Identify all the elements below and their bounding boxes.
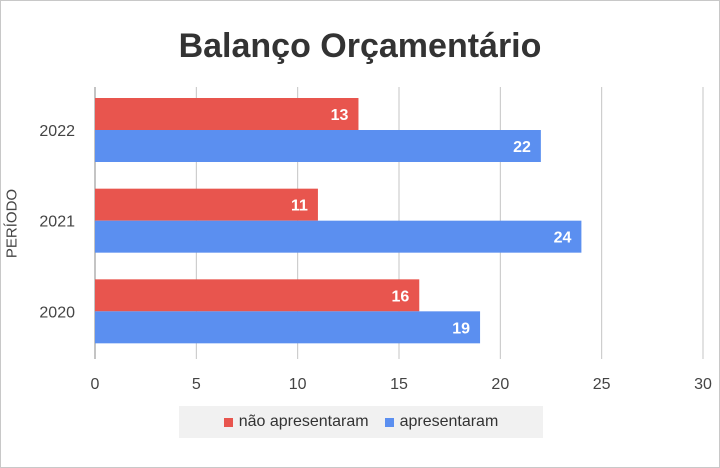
x-tick-label-15: 15 [390, 376, 408, 393]
x-tick-label-10: 10 [289, 376, 307, 393]
bar-apresentaram-2022 [95, 130, 541, 162]
legend-swatch-nao-apresentaram [223, 417, 233, 427]
legend: não apresentaram apresentaram [179, 406, 543, 438]
bar-nao-apresentaram-2022 [95, 98, 359, 130]
bar-nao-apresentaram-2021 [95, 188, 318, 221]
data-label-apresentaram-2022: 22 [513, 139, 531, 156]
bar-chart-plot: 0 5 10 15 20 25 30 2022 13 22 2021 11 24 2020 16 19 [39, 87, 712, 393]
legend-label-apresentaram: apresentaram [399, 413, 499, 430]
data-label-nao-apresentaram-2022: 13 [331, 107, 349, 124]
bar-apresentaram-2020 [95, 311, 481, 344]
x-tick-label-20: 20 [491, 376, 509, 393]
legend-item-apresentaram[interactable]: apresentaram [384, 413, 499, 431]
x-tick-label-25: 25 [593, 376, 611, 393]
legend-item-nao-apresentaram[interactable]: não apresentaram [223, 413, 369, 431]
x-tick-label-0: 0 [91, 376, 100, 393]
legend-swatch-apresentaram [384, 417, 394, 427]
y-tick-label-2020: 2020 [39, 304, 75, 321]
bar-nao-apresentaram-2020 [95, 279, 420, 312]
y-tick-label-2021: 2021 [39, 214, 75, 231]
data-label-apresentaram-2021: 24 [554, 230, 572, 247]
x-tick-label-30: 30 [694, 376, 712, 393]
data-label-nao-apresentaram-2020: 16 [391, 288, 409, 305]
x-tick-label-5: 5 [192, 376, 201, 393]
bar-apresentaram-2021 [95, 220, 582, 253]
data-label-nao-apresentaram-2021: 11 [291, 198, 308, 215]
chart-title: Balanço Orçamentário [178, 27, 542, 65]
data-label-apresentaram-2020: 19 [452, 320, 470, 337]
legend-label-nao-apresentaram: não apresentaram [238, 413, 369, 430]
y-tick-label-2022: 2022 [39, 123, 75, 140]
